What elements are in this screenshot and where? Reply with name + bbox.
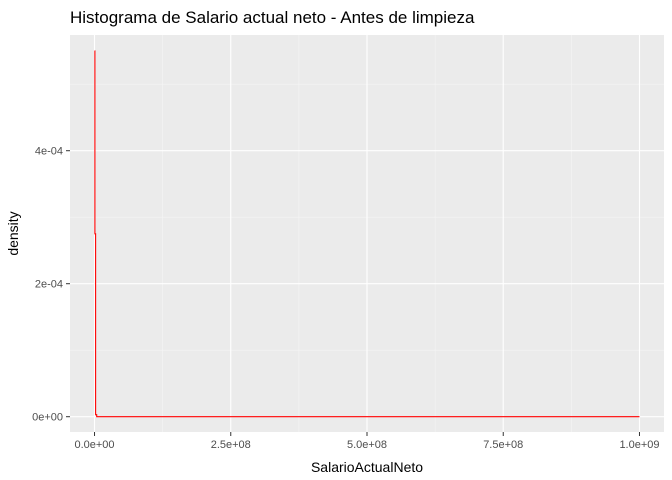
series-layer — [94, 50, 640, 418]
x-axis: 0.0e+00 2.5e+08 5.0e+08 7.5e+08 1.0e+09 — [74, 432, 660, 451]
y-tick-label: 0e+00 — [32, 412, 63, 424]
density-outline — [94, 50, 640, 418]
x-tick-label: 5.0e+08 — [347, 439, 387, 451]
x-tick-label: 1.0e+09 — [619, 439, 659, 451]
x-tick-label: 0.0e+00 — [74, 439, 114, 451]
x-tick-label: 7.5e+08 — [483, 439, 523, 451]
y-axis: 0e+00 2e-04 4e-04 — [32, 146, 70, 424]
chart-title: Histograma de Salario actual neto - Ante… — [70, 8, 475, 27]
y-axis-title: density — [5, 211, 21, 255]
x-axis-title: SalarioActualNeto — [311, 459, 423, 475]
y-tick-label: 2e-04 — [35, 279, 63, 291]
y-tick-label: 4e-04 — [35, 146, 63, 158]
x-tick-label: 2.5e+08 — [211, 439, 251, 451]
